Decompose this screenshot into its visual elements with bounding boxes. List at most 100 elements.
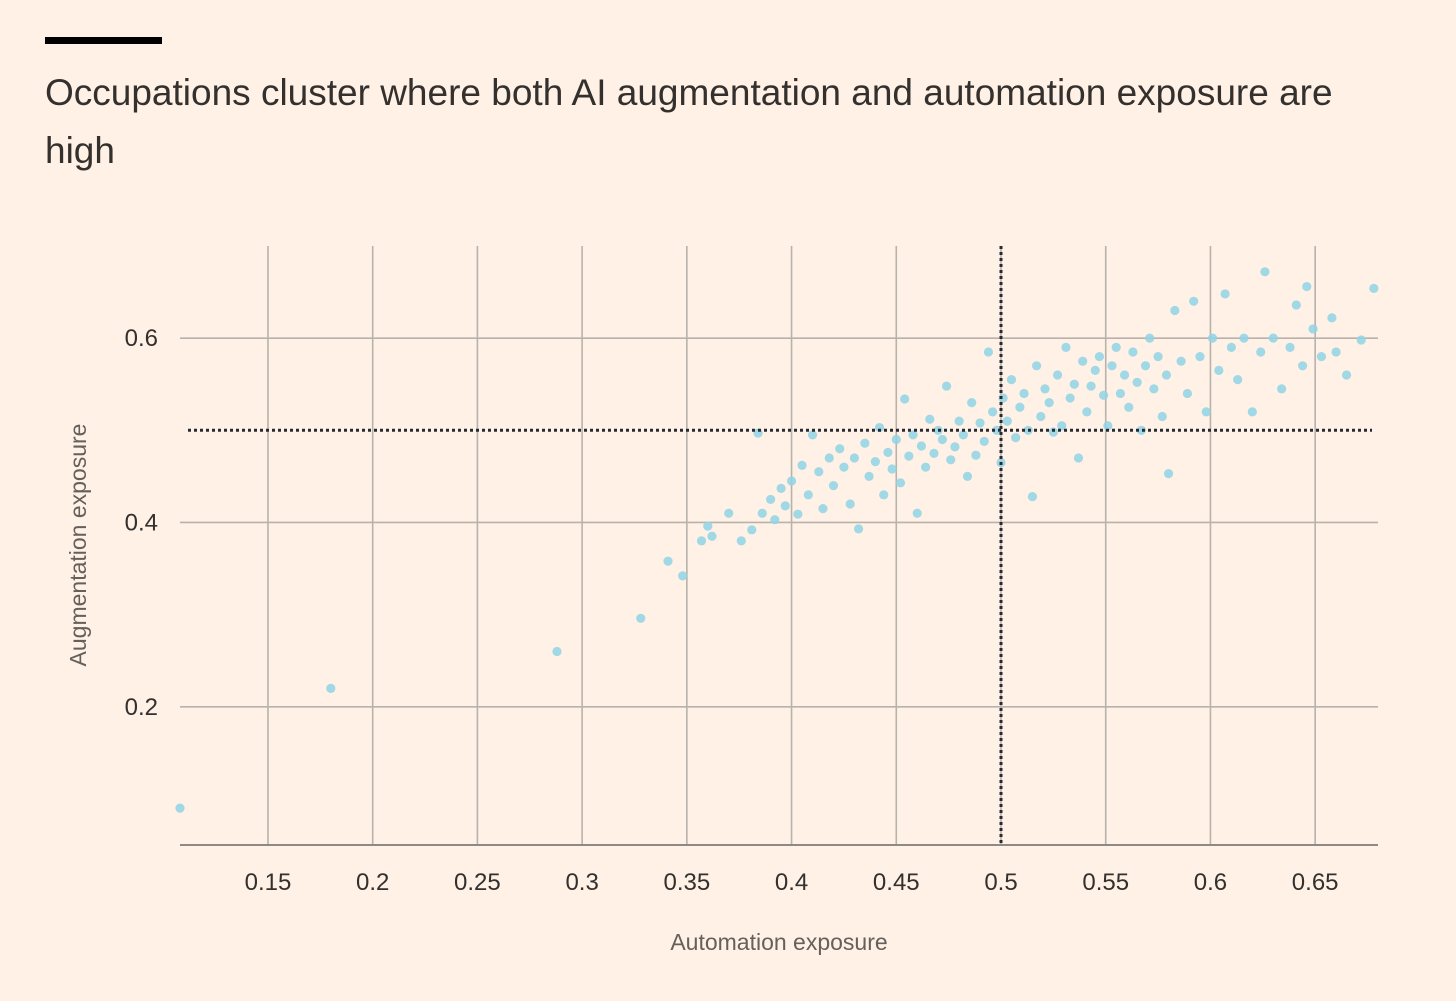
tick-labels-layer: 0.15 0.2 0.25 0.3 0.35 0.4 0.45 0.5 0.55 0.6 0.65 0… [125,325,1339,896]
data-point [1073,453,1084,463]
data-point [1298,361,1308,371]
x-tick-label: 0.55 [1082,869,1129,896]
data-point [824,453,834,463]
data-point [1239,333,1249,343]
data-point [1356,335,1366,345]
data-point [1291,300,1301,310]
data-point [962,471,973,481]
data-point [1015,402,1025,412]
x-tick-label: 0.6 [1194,869,1227,896]
points-layer [175,267,1379,813]
data-point [1036,411,1046,422]
data-point [707,531,717,541]
data-point [1268,333,1278,343]
data-point [175,803,185,813]
data-point [1220,289,1230,299]
data-point [860,438,870,448]
data-point [1233,375,1243,385]
data-point [1214,365,1224,376]
data-point [828,481,839,491]
data-point [1119,370,1130,380]
data-point [696,536,707,546]
data-point [636,613,646,623]
data-point [1316,351,1327,362]
data-point [1132,377,1142,387]
data-point [1145,333,1155,343]
data-point [992,425,1002,435]
title-accent-bar [45,37,162,44]
data-point [912,508,922,518]
x-tick-label: 0.45 [873,869,920,896]
data-point [864,471,874,481]
data-point [967,398,977,408]
data-point [757,508,767,518]
data-point [921,462,931,472]
data-point [1006,375,1017,385]
data-point [803,490,813,500]
data-point [895,478,906,488]
data-point [887,464,897,474]
data-point [807,430,818,440]
grid-layer [180,246,1378,846]
data-point [1011,433,1021,443]
data-point [1111,342,1121,352]
data-point [1256,347,1266,357]
data-point [975,418,985,428]
data-point [1226,342,1236,352]
y-axis-title: Augmentation exposure [65,424,91,667]
data-point [937,434,947,445]
data-point [1124,402,1134,412]
data-point [747,525,757,535]
data-point [874,422,885,433]
data-point [1048,427,1058,437]
data-point [983,347,994,357]
data-point [988,407,998,417]
data-point [1082,407,1092,417]
data-point [1040,384,1050,394]
data-point [1086,381,1096,391]
data-point [929,448,939,458]
y-tick-label: 0.4 [125,509,158,536]
data-point [1078,356,1088,366]
data-point [835,444,845,454]
x-tick-label: 0.15 [245,869,292,896]
data-point [1099,390,1109,400]
data-point [1027,492,1038,502]
data-point [941,381,952,391]
reference-lines-layer [188,246,1372,845]
data-point [1201,407,1211,417]
data-point [839,462,849,472]
data-point [1140,361,1151,371]
data-point [1163,469,1174,479]
data-point [818,504,828,514]
data-point [1331,347,1341,357]
x-tick-label: 0.35 [663,869,710,896]
data-point [552,646,562,657]
data-point [780,501,790,511]
data-point [770,515,780,525]
data-point [776,483,786,493]
x-tick-label: 0.65 [1292,869,1339,896]
data-point [1327,313,1337,323]
data-point [1115,388,1125,399]
data-point [1103,421,1113,431]
data-point [958,430,968,440]
data-point [853,524,864,534]
data-point [1149,384,1159,394]
x-tick-label: 0.2 [356,869,389,896]
data-point [916,441,927,451]
data-point [814,467,824,477]
data-point [845,499,855,509]
data-point [1207,333,1218,343]
data-point [1302,281,1312,292]
data-point [1136,425,1146,435]
data-point [1247,407,1257,417]
data-point [678,571,688,581]
x-axis-title: Automation exposure [670,929,887,955]
data-point [1170,305,1180,316]
data-point [1369,283,1379,293]
data-point [1260,267,1270,277]
data-point [1176,356,1186,366]
data-point [724,508,734,518]
data-point [954,416,964,426]
